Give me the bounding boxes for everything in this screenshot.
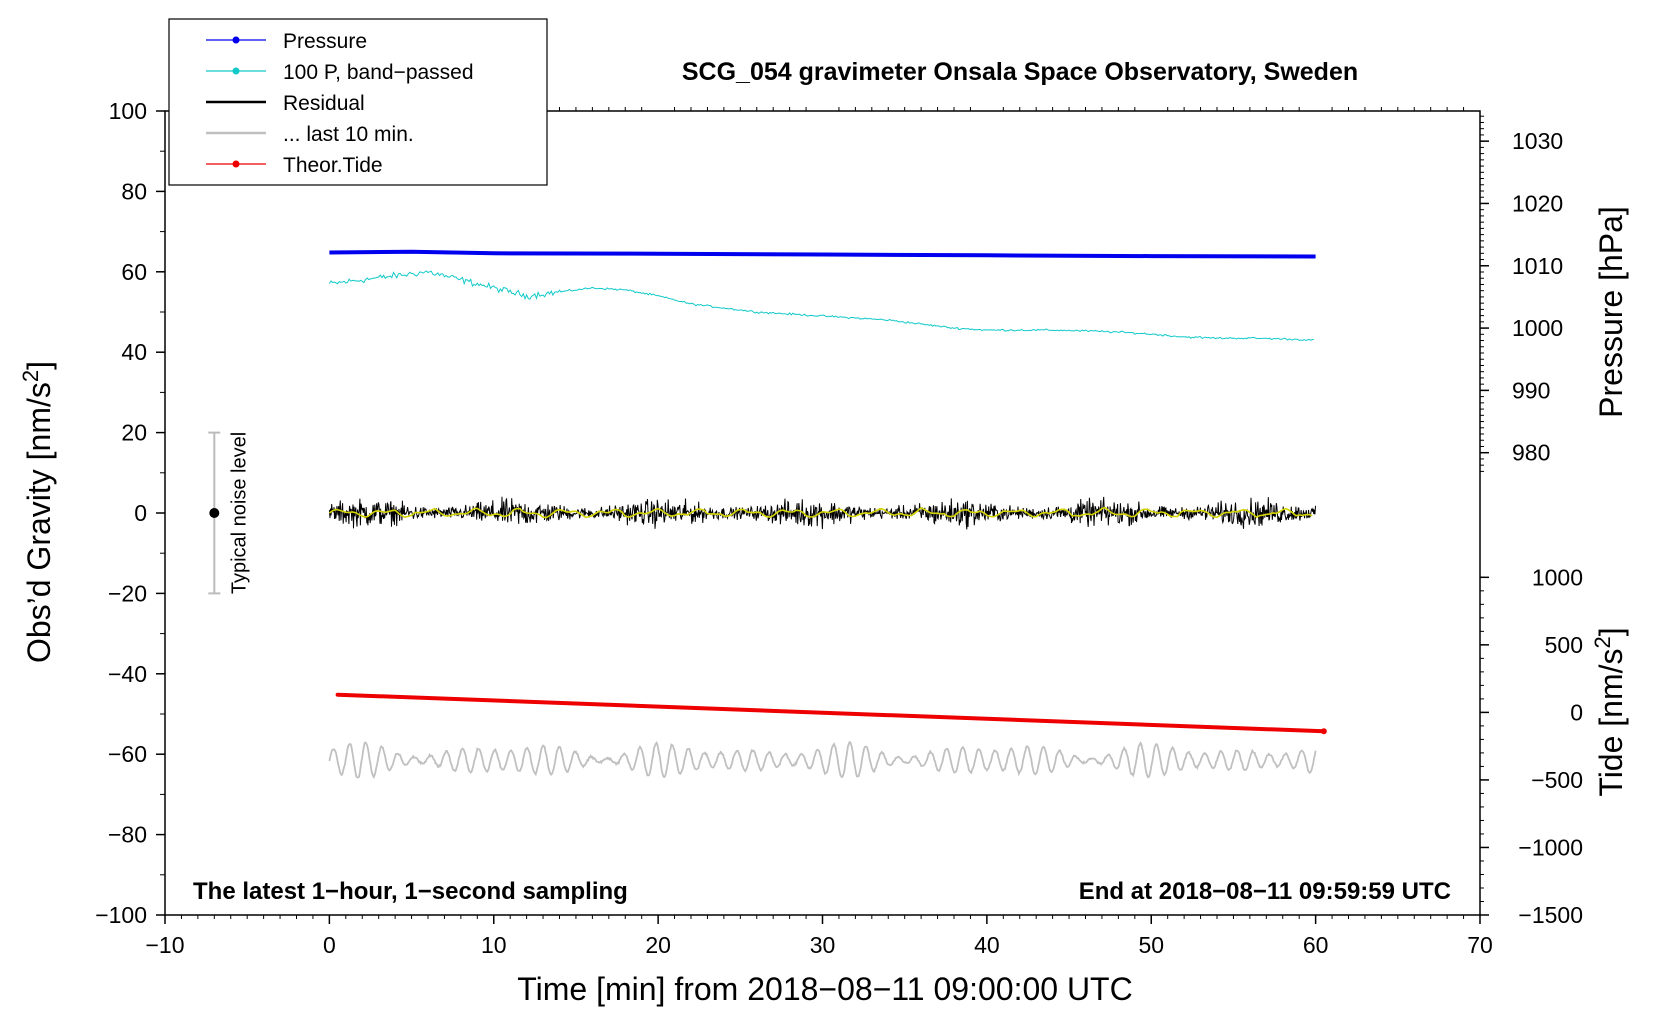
x-tick-label: 10: [481, 932, 507, 958]
y-axis-label-gravity-end: ]: [21, 361, 57, 370]
tide-tick-label: 500: [1545, 632, 1583, 658]
y-tick-label: 40: [121, 339, 147, 365]
tide-tick-label: −1500: [1518, 902, 1583, 928]
legend-label-theor-tide: Theor.Tide: [283, 154, 383, 177]
noise-bar: Typical noise level: [208, 431, 250, 595]
legend-item-band-passed: 100 P, band−passed: [206, 61, 474, 84]
series-residual-smoothed: [328, 506, 1313, 519]
series-theor-tide: [335, 692, 1326, 734]
y-axis-label-tide-main: Tide [nm/s: [1593, 648, 1629, 796]
legend-item-pressure: Pressure: [206, 30, 367, 53]
y-axis-label-gravity-main: Obs’d Gravity [nm/s: [21, 382, 57, 663]
y-tick-label: −20: [108, 580, 147, 606]
legend: Pressure 100 P, band−passed Residual ...…: [168, 18, 548, 186]
x-tick-label: 20: [645, 932, 671, 958]
tide-tick-label: −500: [1531, 767, 1583, 793]
legend-marker-theor-tide: [232, 160, 240, 168]
axes: −10 0 10 20 30 40 50 60 70−100−80−60−40−20020406…: [95, 98, 1583, 958]
y-axis-label-pressure: Pressure [hPa]: [1593, 206, 1629, 418]
x-tick-label: 60: [1303, 932, 1329, 958]
series-pressure: [329, 249, 1316, 259]
tide-tick-label: −1000: [1518, 834, 1583, 860]
y-tick-label: −60: [108, 741, 147, 767]
series-theor-tide-end: [1320, 728, 1327, 735]
pressure-tick-label: 980: [1512, 440, 1550, 466]
y-tick-label: −40: [108, 661, 147, 687]
note-left: The latest 1−hour, 1−second sampling: [193, 878, 628, 905]
y-axis-label-tide-sup: 2: [1590, 636, 1615, 648]
series-band-passed-pressure: [328, 270, 1315, 342]
plot-area: [328, 249, 1327, 780]
y-tick-label: 80: [121, 178, 147, 204]
chart-title: SCG_054 gravimeter Onsala Space Observat…: [682, 58, 1358, 86]
pressure-tick-label: 990: [1512, 377, 1550, 403]
note-right: End at 2018−08−11 09:59:59 UTC: [1079, 878, 1451, 905]
x-tick-label: 0: [323, 932, 336, 958]
legend-label-band-passed: 100 P, band−passed: [283, 61, 474, 84]
legend-label-residual: Residual: [283, 92, 365, 115]
y-tick-label: 100: [109, 98, 147, 124]
x-tick-label: 30: [810, 932, 836, 958]
pressure-tick-label: 1010: [1512, 253, 1563, 279]
y-tick-label: −80: [108, 822, 147, 848]
legend-item-theor-tide: Theor.Tide: [206, 154, 383, 177]
x-tick-label: 70: [1467, 932, 1493, 958]
y-axis-label-gravity-sup: 2: [18, 370, 43, 382]
tide-tick-label: 1000: [1532, 564, 1583, 590]
y-axis-label-gravity: Obs’d Gravity [nm/s2]: [18, 361, 57, 663]
pressure-tick-label: 1030: [1512, 128, 1563, 154]
pressure-tick-label: 1020: [1512, 190, 1563, 216]
legend-marker-band-passed: [232, 67, 240, 75]
x-tick-label: −10: [145, 932, 184, 958]
legend-item-residual: Residual: [206, 92, 365, 115]
legend-label-last-10-min: ... last 10 min.: [283, 123, 414, 146]
pressure-tick-label: 1000: [1512, 315, 1563, 341]
x-tick-label: 50: [1138, 932, 1164, 958]
noise-bar-label: Typical noise level: [228, 432, 250, 594]
legend-item-last-10-min: ... last 10 min.: [206, 123, 414, 146]
legend-label-pressure: Pressure: [283, 30, 367, 53]
x-axis-label: Time [min] from 2018−08−11 09:00:00 UTC: [517, 971, 1132, 1007]
y-tick-label: 20: [121, 420, 147, 446]
noise-bar-dot: [209, 508, 220, 518]
series-last-10-min: [328, 740, 1317, 780]
y-axis-label-tide-end: ]: [1593, 627, 1629, 636]
y-tick-label: 0: [134, 500, 147, 526]
x-tick-label: 40: [974, 932, 1000, 958]
y-axis-label-tide: Tide [nm/s2]: [1590, 627, 1629, 796]
legend-marker-pressure: [232, 36, 240, 44]
y-tick-label: −100: [95, 902, 147, 928]
tide-tick-label: 0: [1570, 699, 1583, 725]
y-tick-label: 60: [121, 259, 147, 285]
